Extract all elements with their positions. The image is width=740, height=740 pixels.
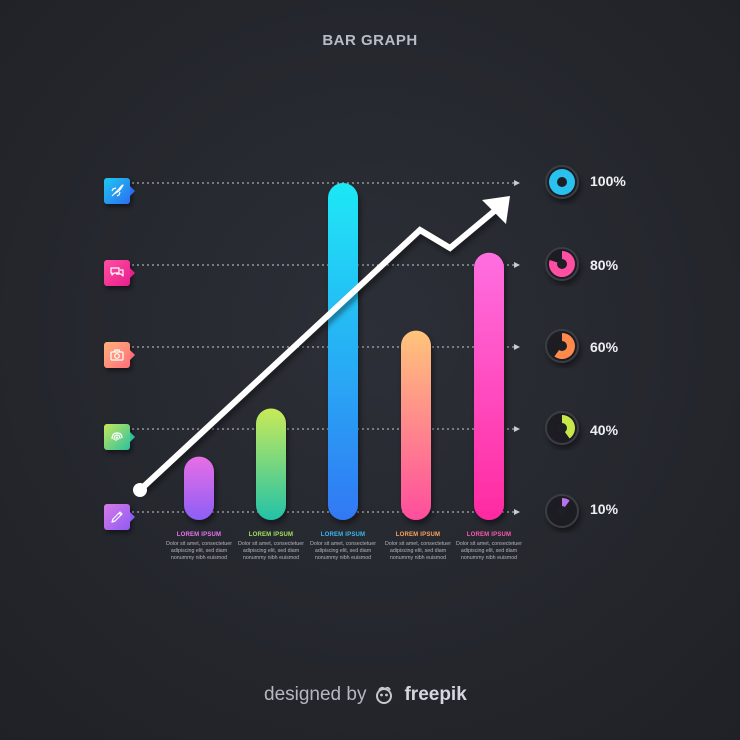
trend-arrowhead: [482, 196, 510, 224]
bar: [256, 408, 286, 520]
percent-markers: [545, 165, 579, 528]
marker-hub: [557, 423, 567, 433]
trend-line: [137, 205, 500, 493]
column-title: LOREM IPSUM: [176, 532, 222, 538]
fingerprint-icon: [104, 424, 135, 450]
marker-hub: [557, 341, 567, 351]
bar: [328, 183, 358, 520]
gridline-arrowhead: [514, 344, 520, 350]
column-title: LOREM IPSUM: [395, 532, 441, 538]
column-description: Dolor sit amet, consectetuer adipiscing …: [385, 541, 451, 561]
gridline-arrowhead: [514, 509, 520, 515]
percent-label-10: 10%: [590, 501, 619, 517]
column-caption-5: LOREM IPSUM Dolor sit amet, consectetuer…: [449, 532, 529, 562]
marker-hub: [557, 259, 567, 269]
freepik-logo-icon: [373, 685, 395, 705]
column-description: Dolor sit amet, consectetuer adipiscing …: [166, 541, 232, 561]
chat-bubbles-icon: [104, 260, 135, 286]
column-title: LOREM IPSUM: [320, 532, 366, 538]
freepik-brand-text: freepik: [404, 684, 467, 705]
percent-marker: [545, 247, 579, 281]
percent-label-40: 40%: [590, 422, 619, 438]
percent-marker: [545, 411, 579, 445]
gridline-arrowhead: [514, 426, 520, 432]
column-title: LOREM IPSUM: [466, 532, 512, 538]
marker-hub: [557, 177, 567, 187]
gridline-arrowhead: [514, 262, 520, 268]
gridline-arrowhead: [514, 180, 520, 186]
chart-title: BAR GRAPH: [322, 32, 418, 49]
column-description: Dolor sit amet, consectetuer adipiscing …: [456, 541, 522, 561]
percent-marker: [545, 165, 579, 199]
bar: [474, 252, 504, 520]
percent-marker: [545, 494, 579, 528]
trend-arrow: [133, 196, 510, 497]
percent-label-80: 80%: [590, 257, 619, 273]
column-description: Dolor sit amet, consectetuer adipiscing …: [238, 541, 304, 561]
rocket-icon: [104, 178, 135, 204]
percent-marker: [545, 329, 579, 363]
column-caption-2: LOREM IPSUM Dolor sit amet, consectetuer…: [231, 532, 311, 562]
column-caption-3: LOREM IPSUM Dolor sit amet, consectetuer…: [303, 532, 383, 562]
pencil-icon: [104, 504, 135, 530]
column-caption-4: LOREM IPSUM Dolor sit amet, consectetuer…: [378, 532, 458, 562]
percent-label-100: 100%: [590, 173, 626, 189]
marker-fill: [562, 415, 575, 439]
gridlines: [132, 180, 520, 515]
percent-label-60: 60%: [590, 339, 619, 355]
column-title: LOREM IPSUM: [248, 532, 294, 538]
marker-hub: [557, 506, 567, 516]
camera-icon: [104, 342, 135, 368]
column-description: Dolor sit amet, consectetuer adipiscing …: [310, 541, 376, 561]
designed-by-text: designed by: [264, 684, 367, 705]
bar: [184, 456, 214, 520]
bar: [401, 330, 431, 520]
attribution: designed by freepik: [264, 684, 467, 706]
trend-start-dot: [133, 483, 147, 497]
bars: [184, 183, 504, 520]
column-caption-1: LOREM IPSUM Dolor sit amet, consectetuer…: [159, 532, 239, 562]
